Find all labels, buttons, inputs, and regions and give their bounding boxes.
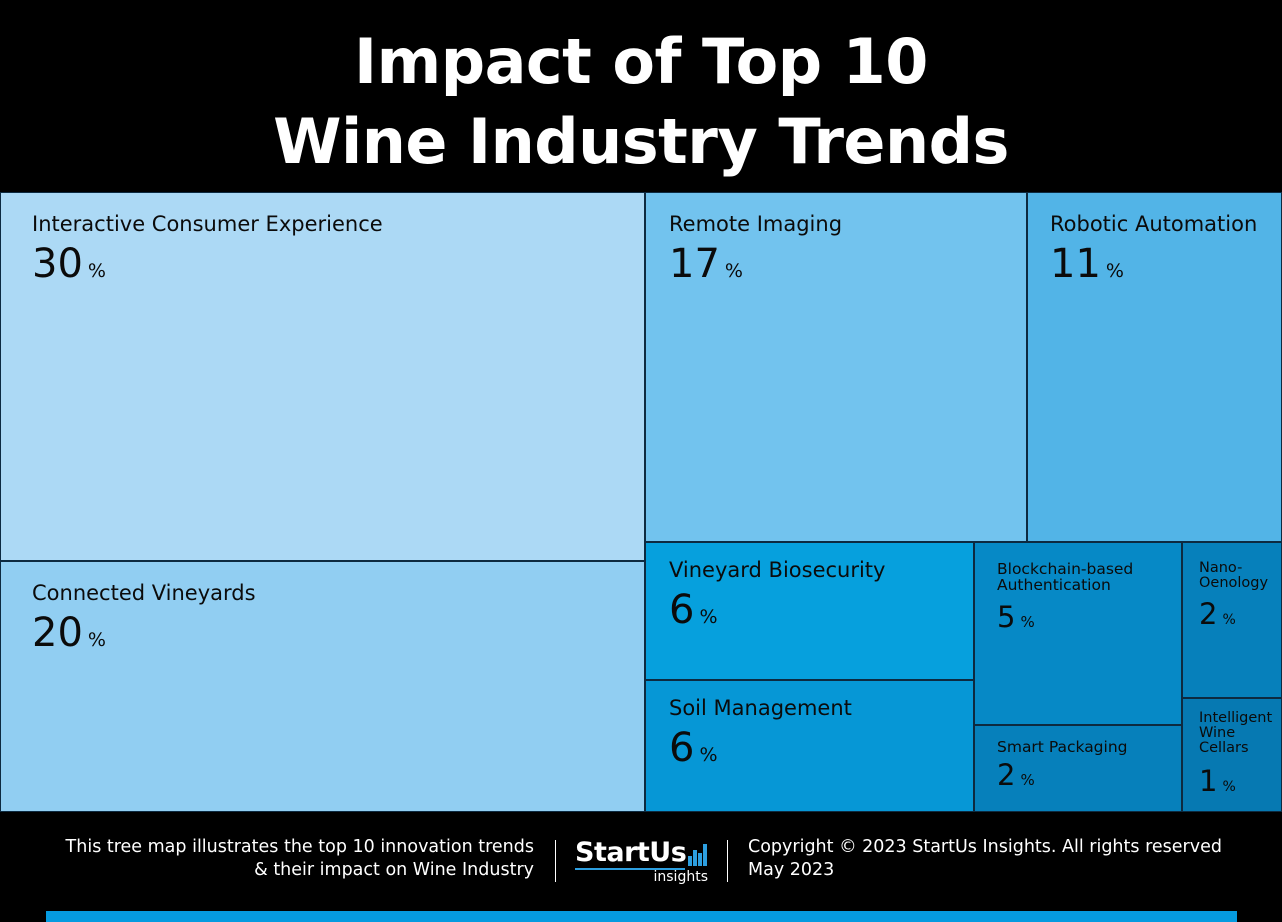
title-line-2: Wine Industry Trends [273,105,1009,178]
tile-value: 17% [669,244,743,284]
logo-subtitle: insights [653,869,709,885]
tile-label: Intelligent Wine Cellars [1199,710,1273,757]
tile-value-number: 20 [32,610,83,656]
tile-value-unit: % [1020,613,1035,631]
tile-label: Smart Packaging [997,738,1128,756]
copyright-text: Copyright © 2023 StartUs Insights. All r… [748,837,1222,857]
footer: This tree map illustrates the top 10 inn… [0,812,1282,922]
tile-value: 6% [669,590,718,630]
treemap-tile: Intelligent Wine Cellars 1% [1182,698,1282,812]
tile-value-number: 2 [1199,597,1218,631]
footer-divider-left [555,840,556,882]
tile-label: Vineyard Biosecurity [669,558,886,582]
tile-value-unit: % [699,744,718,766]
startus-insights-logo[interactable]: StartUs insights [575,838,710,886]
footer-divider-right [727,840,728,882]
tile-label: Soil Management [669,696,852,720]
tile-value: 2% [997,761,1035,790]
treemap-tile: Blockchain-based Authentication 5% [974,542,1182,725]
treemap-tile: Robotic Automation 11% [1027,192,1282,542]
tile-value-number: 30 [32,241,83,287]
bottom-accent-bar [46,911,1237,922]
treemap-tile: Soil Management 6% [645,680,974,812]
tile-value-unit: % [87,629,106,651]
tile-label: Robotic Automation [1050,212,1258,236]
tile-value-number: 2 [997,758,1016,792]
tile-label: Connected Vineyards [32,581,256,605]
tile-value-number: 17 [669,241,720,287]
tile-value: 30% [32,244,106,284]
title-line-1: Impact of Top 10 [354,25,928,98]
footer-description-line-1: This tree map illustrates the top 10 inn… [65,837,534,857]
tile-label: Interactive Consumer Experience [32,212,383,236]
tile-value-number: 1 [1199,764,1218,798]
tile-value: 6% [669,728,718,768]
tile-value: 1% [1199,767,1236,796]
logo-wordmark: StartUs [575,837,687,868]
treemap-tile: Remote Imaging 17% [645,192,1027,542]
logo-underline [575,868,685,870]
tile-label: Remote Imaging [669,212,843,236]
tile-value-number: 11 [1050,241,1101,287]
tile-value-number: 6 [669,725,695,771]
treemap-tile: Smart Packaging 2% [974,725,1182,812]
treemap: Interactive Consumer Experience 30% Connec… [0,192,1282,812]
tile-value: 5% [997,603,1035,632]
tile-label: Nano-Oenology [1199,560,1269,592]
tile-value-unit: % [87,260,106,282]
footer-description-line-2: & their impact on Wine Industry [254,860,534,880]
tile-value-unit: % [1020,771,1035,789]
tile-value-unit: % [724,260,743,282]
tile-value-unit: % [699,606,718,628]
treemap-tile: Interactive Consumer Experience 30% [0,192,645,561]
treemap-tile: Vineyard Biosecurity 6% [645,542,974,680]
chart-title: Impact of Top 10 Wine Industry Trends [0,22,1282,182]
tile-value: 11% [1050,244,1124,284]
footer-copyright: Copyright © 2023 StartUs Insights. All r… [748,836,1222,882]
tile-value-unit: % [1222,779,1236,795]
tile-value-number: 5 [997,600,1016,634]
footer-description: This tree map illustrates the top 10 inn… [14,836,534,882]
treemap-tile: Nano-Oenology 2% [1182,542,1282,698]
tile-value: 20% [32,613,106,653]
treemap-tile: Connected Vineyards 20% [0,561,645,812]
bar-chart-icon [688,844,708,866]
copyright-date: May 2023 [748,860,835,880]
tile-value-unit: % [1105,260,1124,282]
tile-value: 2% [1199,600,1236,629]
tile-value-unit: % [1222,612,1236,628]
tile-value-number: 6 [669,587,695,633]
tile-label: Blockchain-based Authentication [997,560,1134,595]
